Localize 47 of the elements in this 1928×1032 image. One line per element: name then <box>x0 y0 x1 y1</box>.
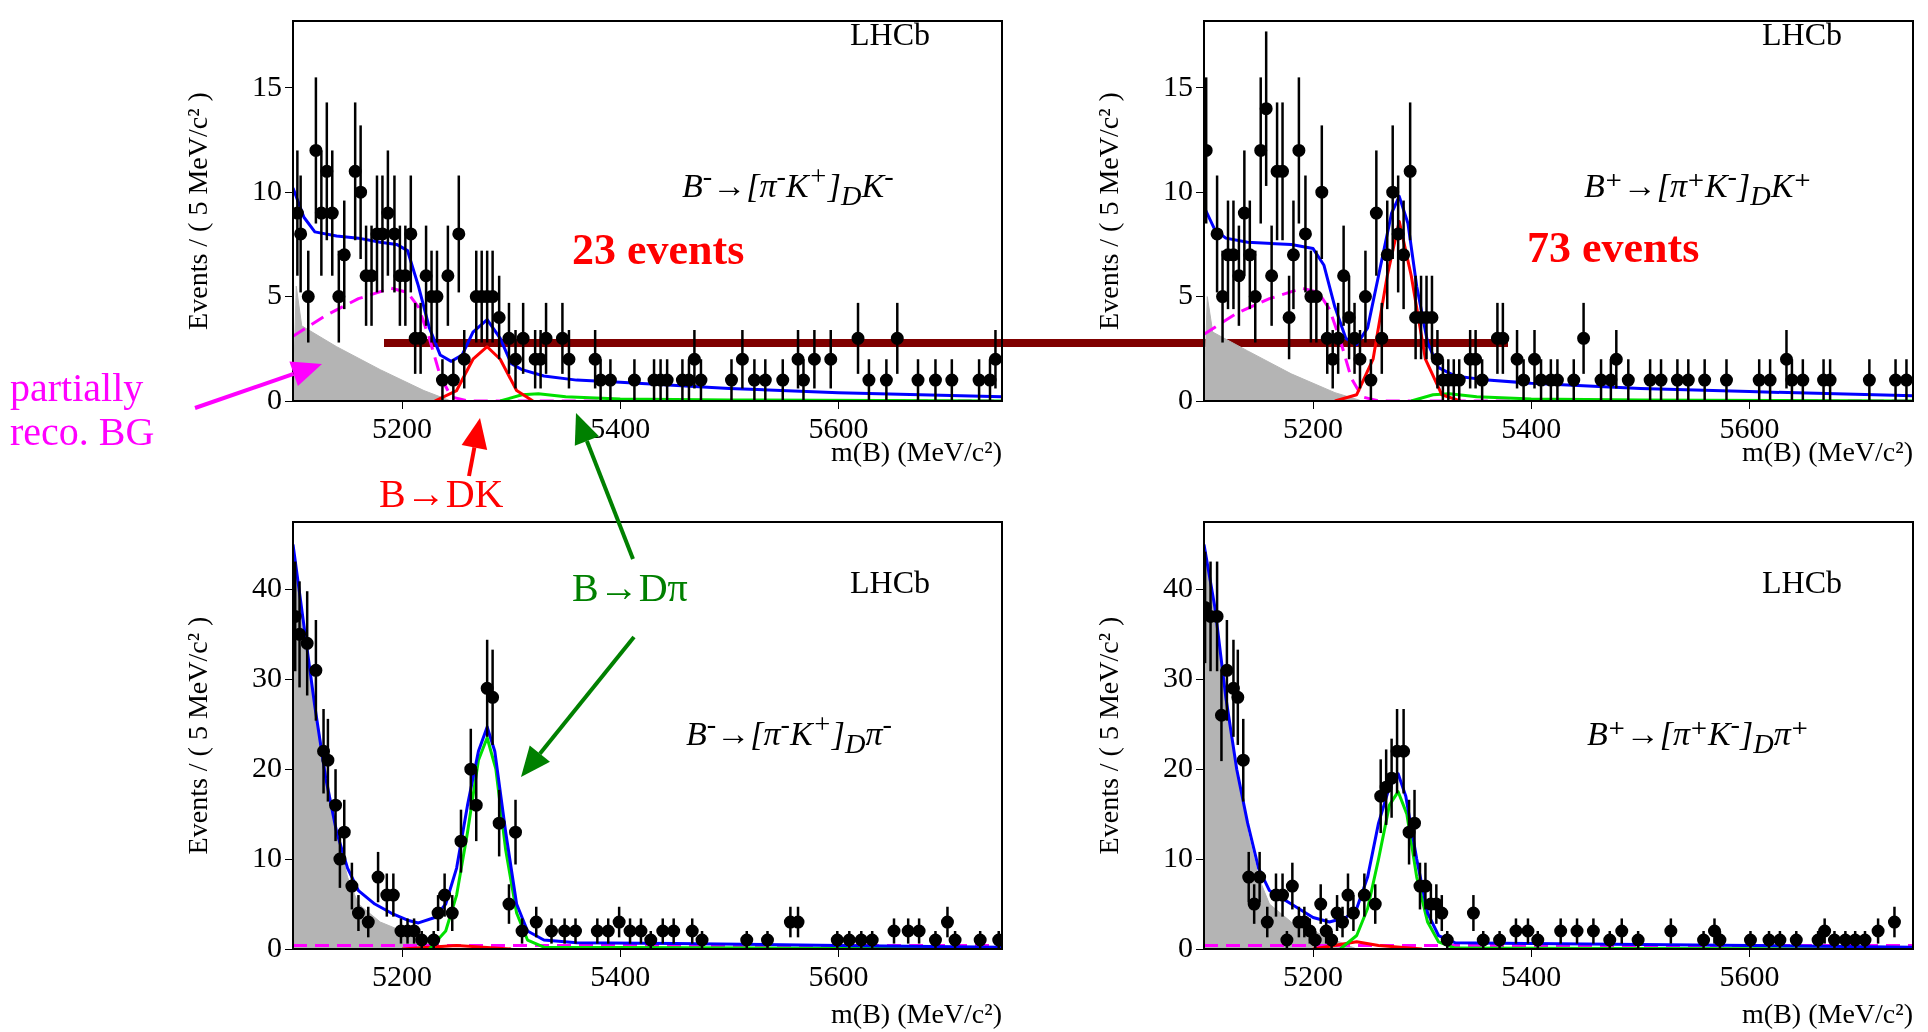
x-tick-label: 5200 <box>372 958 433 992</box>
x-tick-label: 5200 <box>372 410 433 444</box>
x-tick-label: 5200 <box>1283 958 1344 992</box>
text: partially reco. BG <box>10 365 156 454</box>
y-tick-label: 0 <box>1178 929 1193 963</box>
y-tick-label: 10 <box>1163 173 1193 207</box>
y-axis-title: Events / ( 5 MeV/c² ) <box>1093 92 1125 330</box>
y-axis-title: Events / ( 5 MeV/c² ) <box>1093 616 1125 855</box>
annotation: LHCb <box>850 16 930 53</box>
y-tick-label: 5 <box>267 277 282 311</box>
y-tick-label: 10 <box>252 173 282 207</box>
y-tick-label: 20 <box>252 750 282 784</box>
x-tick-label: 5400 <box>1501 958 1562 992</box>
y-axis-title: Events / ( 5 MeV/c² ) <box>182 616 214 855</box>
x-tick-label: 5200 <box>1283 410 1344 444</box>
x-tick-label: 5400 <box>590 958 651 992</box>
annotation: LHCb <box>1762 564 1842 601</box>
y-tick-label: 10 <box>252 839 282 873</box>
y-tick-label: 20 <box>1163 750 1193 784</box>
x-tick-label: 5600 <box>808 958 869 992</box>
y-tick-label: 0 <box>267 381 282 415</box>
y-tick-label: 10 <box>1163 839 1193 873</box>
x-axis-title: m(B) (MeV/c²) <box>1742 997 1913 1029</box>
y-tick-label: 5 <box>1178 277 1193 311</box>
text: B$^{-}$→[π$^{-}$K$^{+}$]$_{D}$π$^{-}$ <box>686 708 892 760</box>
y-tick-label: 15 <box>252 68 282 102</box>
y-tick-label: 40 <box>252 570 282 604</box>
y-axis-title: Events / ( 5 MeV/c² ) <box>182 92 214 330</box>
annotation: B⁺→[π⁺K$^{-}$]$_{D}$K⁺ <box>1584 160 1812 213</box>
annotation: 73 events <box>1527 222 1700 273</box>
y-tick-label: 0 <box>267 929 282 963</box>
annotation: B⁺→[π⁺K$^{-}$]$_{D}$π⁺ <box>1587 708 1809 761</box>
y-tick-label: 30 <box>1163 660 1193 694</box>
x-tick-label: 5600 <box>1719 958 1780 992</box>
y-tick-label: 40 <box>1163 570 1193 604</box>
y-tick-label: 15 <box>1163 68 1193 102</box>
annotation: 23 events <box>572 224 745 275</box>
x-tick-label: 5400 <box>1501 410 1562 444</box>
annotation: B→Dπ <box>572 564 688 611</box>
x-axis-title: m(B) (MeV/c²) <box>831 997 1002 1029</box>
y-tick-label: 0 <box>1178 381 1193 415</box>
text: B→DK <box>375 470 508 517</box>
x-tick-label: 5400 <box>590 410 651 444</box>
annotation: LHCb <box>1762 16 1842 53</box>
y-tick-label: 30 <box>252 660 282 694</box>
text: B$^{-}$→[π$^{-}$K$^{+}$]$_{D}$K$^{-}$ <box>682 160 894 212</box>
annotation: LHCb <box>850 564 930 601</box>
